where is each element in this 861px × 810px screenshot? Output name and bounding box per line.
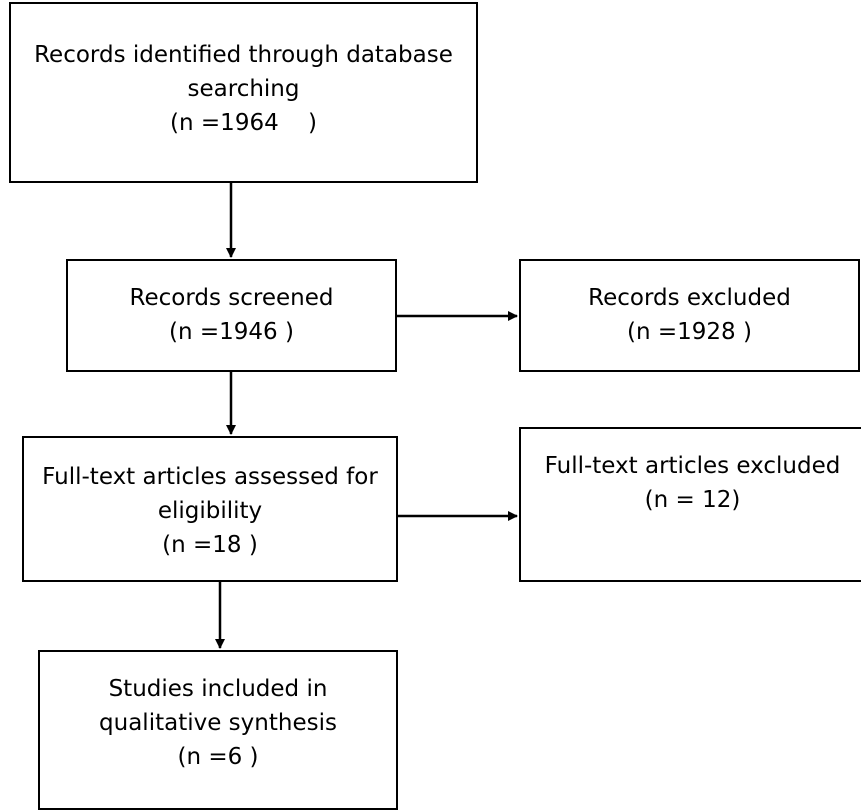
records-excluded-title: Records excluded [588,285,791,311]
records-excluded-count: (n =1928 ) [627,319,752,345]
records-identified-title: Records identified through database [34,42,453,68]
studies-included-count: (n =6 ) [177,744,259,770]
studies-included-title-cont: qualitative synthesis [99,710,337,736]
records-screened-title: Records screened [129,285,334,311]
fulltext-assessed-title-cont: eligibility [157,498,263,524]
records-identified-title-cont: searching [187,76,300,102]
records-screened-count: (n =1946 ) [169,319,294,345]
records-identified-box: Records identified through database sear… [9,2,478,183]
fulltext-assessed-count: (n =18 ) [162,532,258,558]
records-screened-box: Records screened (n =1946 ) [66,259,397,372]
studies-included-title: Studies included in [108,676,328,702]
fulltext-excluded-box: Full-text articles excluded (n = 12) [519,427,861,582]
fulltext-excluded-count: (n = 12) [644,487,741,513]
studies-included-box: Studies included in qualitative synthesi… [38,650,398,810]
fulltext-excluded-title: Full-text articles excluded [544,453,841,479]
fulltext-assessed-title: Full-text articles assessed for [42,464,378,490]
records-identified-count: (n =1964 ) [170,110,317,136]
fulltext-assessed-box: Full-text articles assessed for eligibil… [22,436,398,582]
records-excluded-box: Records excluded (n =1928 ) [519,259,860,372]
